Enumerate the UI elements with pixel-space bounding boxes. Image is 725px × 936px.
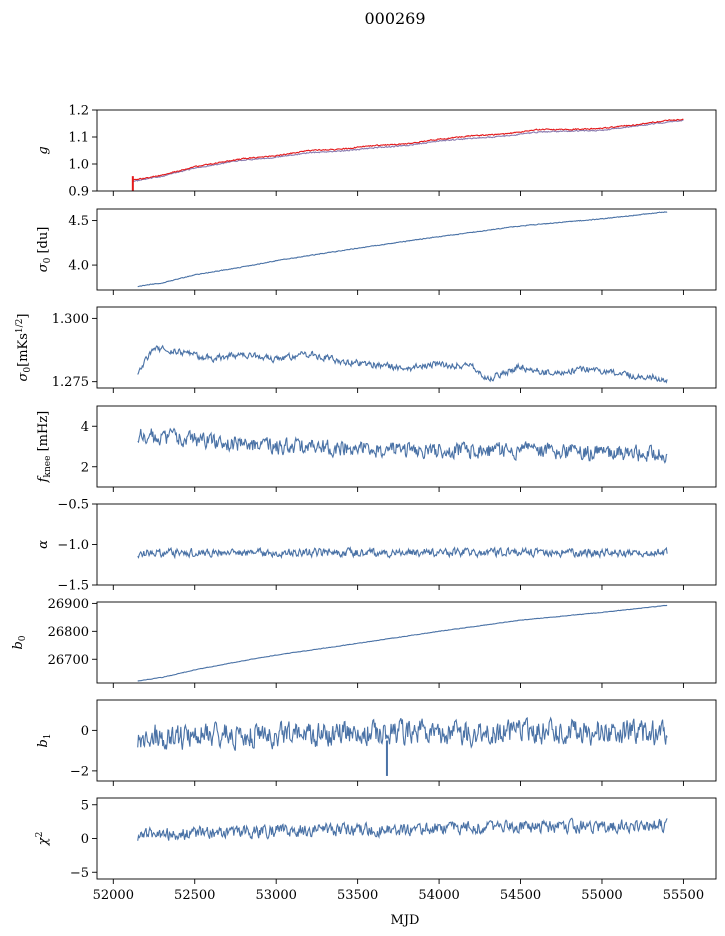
panel-sigma0_mk: 1.275 1.300 σ0[mKs1/2] [15, 306, 717, 393]
y-tick-label: 1.2 [68, 104, 89, 119]
series-line [132, 119, 684, 183]
series-line [137, 427, 668, 464]
label-part: 1 [43, 733, 53, 739]
label-part: χ [36, 836, 51, 846]
label-part: f [36, 475, 51, 483]
y-axis-label: α [36, 540, 51, 549]
series-line [137, 716, 668, 751]
y-tick-label: 0 [81, 724, 89, 739]
y-tick-label: 4.5 [68, 214, 89, 229]
label-part: 0 [23, 367, 33, 373]
panel-alpha: −1.5 −1.0 −0.5 α [36, 498, 717, 594]
panel-sigma0_du: 4.0 4.5 σ0 [du] [36, 208, 717, 295]
label-part: 0 [43, 257, 53, 263]
label-part: 0 [18, 635, 28, 641]
figure-title: 000269 [364, 9, 425, 28]
axes-frame [96, 405, 717, 488]
panel-fknee: 2 4 fknee [mHz] [36, 405, 717, 492]
y-tick-label: 4 [81, 420, 89, 435]
x-axis-label: MJD [391, 913, 420, 928]
y-axis-label: σ0[mKs1/2] [15, 314, 33, 382]
y-tick-label: 1.0 [68, 158, 89, 173]
label-part: g [36, 146, 51, 154]
label-part: b [36, 739, 51, 747]
y-tick-label: 1.300 [52, 312, 89, 327]
x-tick-label: 53500 [337, 888, 378, 903]
x-tick-label: 53000 [256, 888, 297, 903]
axes-frame [96, 797, 717, 880]
series-line [137, 211, 668, 288]
series-line [137, 344, 668, 384]
y-axis-label: fknee [mHz] [36, 411, 53, 484]
y-axis-label: b1 [36, 733, 53, 747]
y-tick-label: 1.275 [52, 375, 89, 390]
x-tick-label: 54000 [418, 888, 459, 903]
axes-frame [96, 208, 717, 291]
axes-frame [96, 109, 717, 192]
y-tick-label: 26800 [48, 625, 89, 640]
y-tick-label: 0 [81, 832, 89, 847]
y-tick-label: 2 [81, 460, 89, 475]
y-tick-label: 5 [81, 798, 89, 813]
y-tick-label: −1.0 [57, 538, 89, 553]
panel-chi2: −5 0 5 52000 52500 53000 53500 54000 54500 55000 5… [35, 797, 717, 903]
label-part: σ [36, 262, 51, 272]
label-part: 1/2 [15, 319, 25, 333]
label-part: 2 [35, 832, 45, 838]
y-tick-label: −0.5 [57, 498, 89, 513]
label-part: [du] [36, 227, 51, 258]
y-tick-label: 4.0 [68, 259, 89, 274]
label-part: ] [16, 314, 31, 319]
panels: 0.91.01.11.2g4.04.5σ0 [du]1.2751.300σ0[m… [11, 104, 717, 903]
y-tick-label: −5 [70, 866, 89, 881]
series-line [137, 817, 668, 841]
y-axis-label: χ2 [35, 832, 51, 847]
panel-b0: 26700 26800 26900 b0 [11, 597, 717, 688]
x-tick-label: 55500 [663, 888, 704, 903]
panel-g: 0.9 1.0 1.1 1.2 g [36, 104, 717, 200]
y-tick-label: 26900 [48, 597, 89, 612]
axes-frame [96, 699, 717, 782]
label-part: [mHz] [36, 411, 51, 456]
label-part: [mKs [16, 333, 31, 367]
label-part: α [36, 540, 51, 549]
y-tick-label: 1.1 [68, 131, 89, 146]
axes-frame [96, 503, 717, 586]
label-part: b [11, 641, 26, 649]
y-tick-label: 0.9 [68, 185, 89, 200]
x-tick-label: 54500 [500, 888, 541, 903]
series-line [137, 604, 668, 682]
x-tick-label: 52500 [174, 888, 215, 903]
series-line [137, 546, 668, 560]
series-line [132, 118, 684, 182]
y-axis-label: g [36, 146, 51, 154]
label-part: σ [16, 371, 31, 381]
y-axis-label: σ0 [du] [36, 227, 53, 273]
axes-frame [96, 601, 717, 684]
y-tick-label: −2 [70, 764, 89, 779]
x-tick-label: 55000 [581, 888, 622, 903]
y-tick-label: −1.5 [57, 579, 89, 594]
y-tick-label: 26700 [48, 653, 89, 668]
panel-b1: −2 0 b1 [36, 699, 717, 786]
x-tick-label: 52000 [93, 888, 134, 903]
axes-frame [96, 306, 717, 389]
label-part: knee [43, 456, 53, 478]
y-axis-label: b0 [11, 635, 28, 649]
